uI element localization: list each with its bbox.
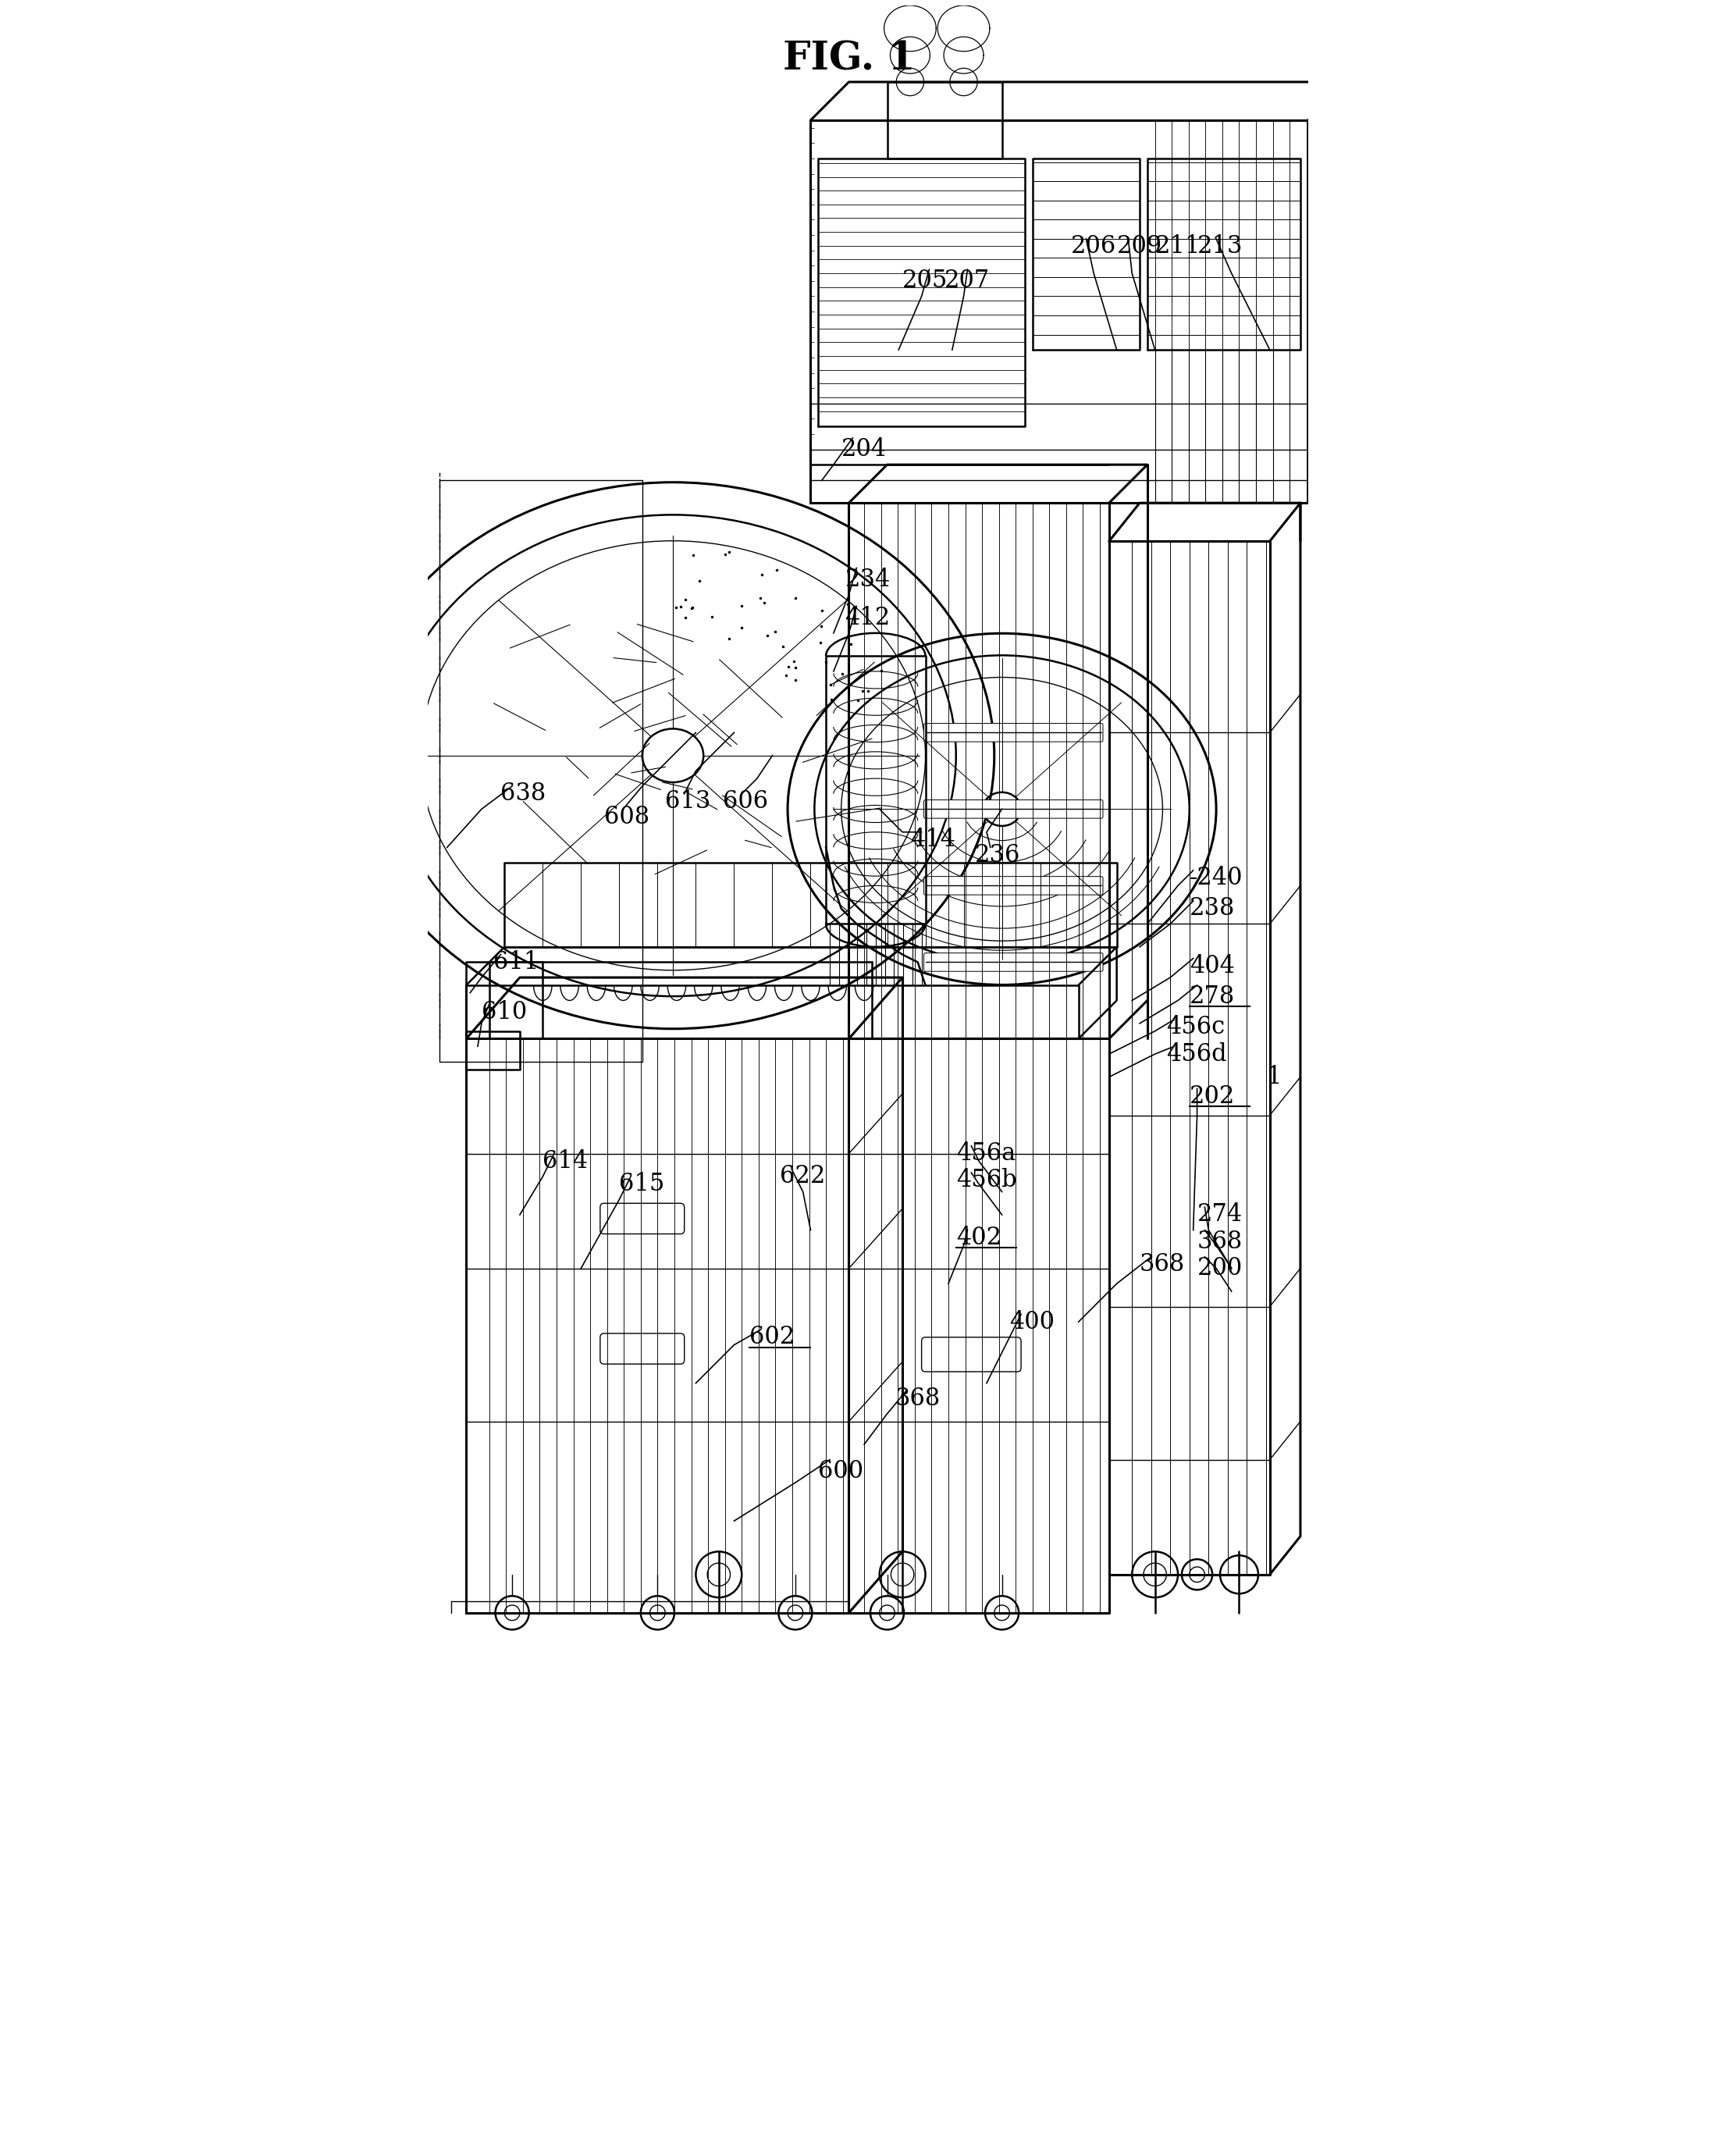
Text: 368: 368 (1139, 1251, 1186, 1277)
Text: 414: 414 (910, 827, 955, 851)
Text: 202: 202 (1189, 1083, 1234, 1109)
FancyBboxPatch shape (924, 877, 1102, 894)
Text: 412: 412 (845, 605, 891, 629)
Text: 213: 213 (1198, 235, 1243, 258)
Text: 622: 622 (779, 1165, 826, 1189)
Text: 274: 274 (1198, 1202, 1243, 1228)
FancyBboxPatch shape (924, 952, 1102, 971)
Text: 606: 606 (722, 788, 767, 814)
Text: 611: 611 (493, 950, 538, 974)
Text: 211: 211 (1154, 235, 1201, 258)
Text: 456a: 456a (957, 1142, 1016, 1165)
FancyBboxPatch shape (924, 724, 1102, 741)
Text: 613: 613 (665, 788, 710, 814)
Text: 608: 608 (604, 806, 649, 829)
Text: 368: 368 (1198, 1230, 1243, 1254)
Text: 402: 402 (957, 1226, 1002, 1249)
Text: 204: 204 (842, 437, 887, 461)
Text: 614: 614 (543, 1148, 589, 1174)
Text: 400: 400 (1010, 1310, 1055, 1333)
Text: 206: 206 (1071, 235, 1116, 258)
FancyBboxPatch shape (922, 1338, 1021, 1372)
Text: 207: 207 (944, 269, 990, 293)
Text: 404: 404 (1189, 954, 1234, 978)
Text: 278: 278 (1189, 984, 1234, 1008)
Text: 600: 600 (818, 1458, 863, 1484)
FancyBboxPatch shape (601, 1333, 684, 1363)
Text: 368: 368 (894, 1387, 941, 1411)
Text: 456d: 456d (1167, 1043, 1227, 1066)
Text: -240: -240 (1189, 866, 1243, 890)
Text: 200: 200 (1198, 1256, 1243, 1279)
Text: 234: 234 (845, 567, 891, 592)
Text: 615: 615 (620, 1172, 665, 1195)
Text: 205: 205 (903, 269, 948, 293)
Text: 209: 209 (1116, 235, 1161, 258)
Text: 602: 602 (750, 1325, 795, 1348)
Text: 456b: 456b (957, 1167, 1017, 1193)
Text: FIG. 1: FIG. 1 (783, 41, 915, 78)
FancyBboxPatch shape (924, 799, 1102, 819)
Text: 456c: 456c (1167, 1015, 1226, 1040)
Text: 638: 638 (500, 782, 547, 806)
Text: 238: 238 (1189, 896, 1234, 920)
Text: 610: 610 (481, 999, 528, 1023)
Text: 236: 236 (976, 842, 1021, 868)
FancyBboxPatch shape (601, 1204, 684, 1234)
Text: 1: 1 (1266, 1064, 1281, 1090)
